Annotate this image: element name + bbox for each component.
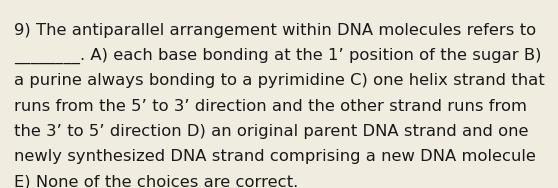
Text: 9) The antiparallel arrangement within DNA molecules refers to: 9) The antiparallel arrangement within D… [14,23,536,38]
Text: runs from the 5’ to 3’ direction and the other strand runs from: runs from the 5’ to 3’ direction and the… [14,99,527,114]
Text: the 3’ to 5’ direction D) an original parent DNA strand and one: the 3’ to 5’ direction D) an original pa… [14,124,528,139]
Text: newly synthesized DNA strand comprising a new DNA molecule: newly synthesized DNA strand comprising … [14,149,536,164]
Text: E) None of the choices are correct.: E) None of the choices are correct. [14,175,298,188]
Text: ________. A) each base bonding at the 1’ position of the sugar B): ________. A) each base bonding at the 1’… [14,48,541,64]
Text: a purine always bonding to a pyrimidine C) one helix strand that: a purine always bonding to a pyrimidine … [14,73,545,88]
